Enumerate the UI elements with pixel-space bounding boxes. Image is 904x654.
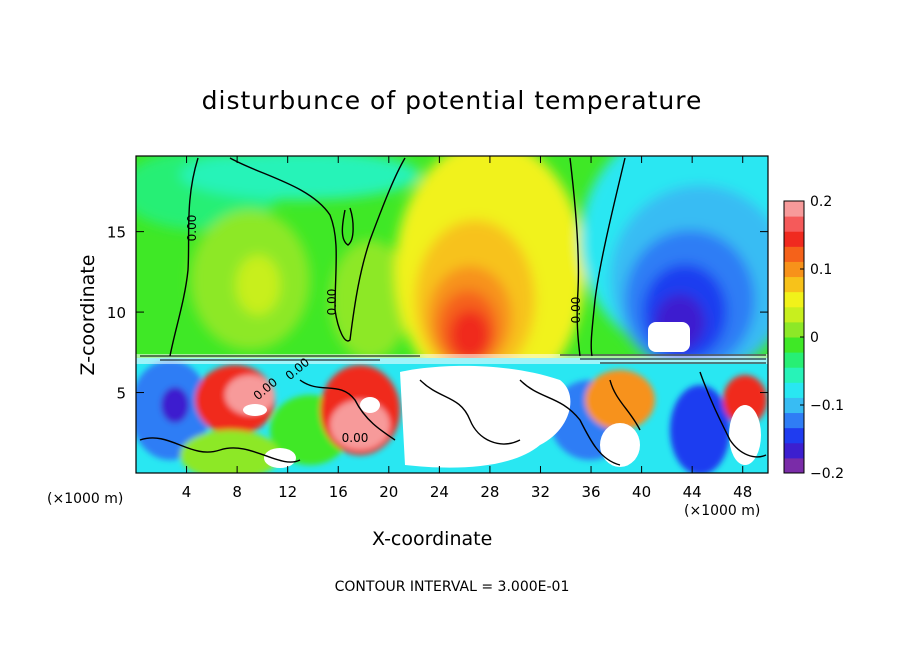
colorbar-swatch	[784, 306, 804, 323]
x-tick-label: 28	[480, 483, 499, 501]
colorbar-tick-label: 0.1	[810, 262, 832, 278]
colorbar-swatch	[784, 321, 804, 338]
x-unit-label-left: (×1000 m)	[47, 491, 124, 507]
contour-label: 0.00	[325, 289, 339, 316]
x-tick-label: 36	[581, 483, 600, 501]
contour-label: 0.00	[342, 431, 369, 445]
field-white-spot	[360, 397, 380, 413]
colorbar-swatch	[784, 246, 804, 262]
x-tick-label: 12	[278, 483, 297, 501]
colorbar-swatch	[784, 291, 804, 308]
x-tick-label: 20	[379, 483, 398, 501]
field-white-spot	[600, 423, 640, 467]
colorbar-swatch	[784, 457, 804, 474]
field-white-patch	[648, 322, 690, 352]
contour-interval-note: CONTOUR INTERVAL = 3.000E-01	[334, 579, 570, 595]
colorbar-swatch	[784, 276, 804, 293]
colorbar: 0.2 0.1 0 −0.1 −0.2	[783, 194, 844, 482]
colorbar-swatch	[784, 337, 804, 353]
colorbar-tick-label: 0.2	[810, 194, 832, 210]
colorbar-swatch	[784, 367, 804, 383]
colorbar-swatch	[784, 231, 804, 247]
field-white-spot	[243, 404, 267, 416]
colorbar-swatch	[784, 382, 804, 398]
plot-frame	[135, 155, 769, 474]
field-lime-mid	[330, 240, 410, 360]
colorbar-swatch	[784, 201, 804, 217]
x-tick-label: 44	[683, 483, 702, 501]
field-teal-top	[180, 156, 420, 200]
boundary-band	[136, 354, 768, 364]
colorbar-swatch	[784, 427, 804, 444]
heatmap-field	[136, 156, 768, 473]
boundary-contours	[140, 354, 766, 364]
field-white-spot	[729, 405, 761, 465]
x-axis-label: X-coordinate	[372, 528, 493, 550]
colorbar-swatch	[784, 442, 804, 459]
x-axis: 4 8 12 16 20 24 28 32 36 40 44 48	[182, 156, 752, 501]
colorbar-tick-label: −0.2	[810, 466, 844, 482]
x-tick-label: 48	[733, 483, 752, 501]
x-tick-label: 8	[232, 483, 242, 501]
y-tick-label: 15	[107, 224, 126, 242]
field-yellow-left	[236, 255, 280, 315]
contour-label: 0.00	[569, 297, 583, 324]
colorbar-swatch	[784, 412, 804, 429]
field-white-spot	[264, 448, 296, 468]
colorbar-swatch	[784, 216, 804, 232]
x-tick-label: 40	[632, 483, 651, 501]
y-axis: 5 10 15	[107, 224, 768, 403]
colorbar-swatch	[784, 261, 804, 278]
field-white-region-center	[400, 365, 571, 468]
y-axis-label: Z-coordinate	[77, 254, 99, 376]
y-tick-label: 5	[116, 385, 126, 403]
field-red-core	[450, 310, 490, 360]
colorbar-tick-label: 0	[810, 330, 819, 346]
x-tick-label: 24	[430, 483, 449, 501]
chart-title: disturbunce of potential temperature	[201, 86, 703, 115]
zero-contours	[139, 157, 767, 466]
x-tick-label: 16	[329, 483, 348, 501]
colorbar-swatch	[784, 352, 804, 368]
x-tick-label: 32	[531, 483, 550, 501]
contour-label: 0.00	[185, 215, 199, 242]
colorbar-swatch	[784, 397, 804, 414]
x-tick-label: 4	[182, 483, 192, 501]
x-unit-label-right: (×1000 m)	[684, 503, 761, 519]
colorbar-tick-label: −0.1	[810, 398, 844, 414]
y-tick-label: 10	[107, 304, 126, 322]
